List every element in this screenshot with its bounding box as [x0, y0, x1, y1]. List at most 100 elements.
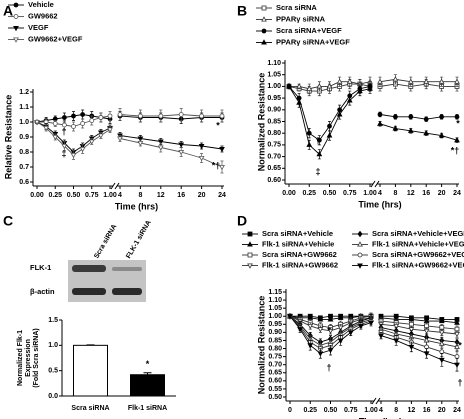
- marker: [438, 78, 445, 84]
- marker: [107, 127, 113, 133]
- bar: [130, 374, 165, 397]
- x-tick-label: 24: [218, 192, 226, 199]
- marker: [392, 125, 399, 131]
- marker: [438, 340, 445, 346]
- marker: [454, 331, 460, 338]
- marker: [423, 129, 430, 136]
- annotation: *†: [212, 160, 221, 170]
- annotation: ‡: [315, 166, 320, 176]
- x-tick-label: 12: [408, 407, 416, 414]
- legend-label: Scra siRNA+VEGF: [276, 26, 342, 35]
- annotation: *: [456, 118, 460, 128]
- marker: [178, 142, 185, 148]
- y-tick-label: 1.0: [19, 119, 29, 126]
- marker: [357, 252, 363, 258]
- y-tick-label: 1.05: [268, 305, 282, 312]
- marker: [71, 113, 76, 119]
- marker: [326, 132, 333, 138]
- marker: [247, 252, 253, 258]
- marker: [306, 130, 312, 136]
- x-tick-label: 0.00: [282, 190, 296, 197]
- series-line: [380, 331, 458, 358]
- legend-label: PPARγ siRNA+VEGF: [276, 37, 350, 46]
- x-tick-label: 16: [422, 190, 430, 197]
- x-axis-label: Time (hrs): [115, 201, 158, 211]
- y-axis-label: Normalized Resistance: [256, 296, 266, 395]
- y-tick-label: 1.2: [19, 89, 29, 96]
- panel-letter: D: [237, 213, 247, 229]
- annotation: *†: [451, 145, 460, 155]
- marker: [393, 338, 400, 344]
- x-tick-label: 0: [288, 407, 292, 414]
- y-tick-label: 0.60: [268, 378, 282, 385]
- marker: [71, 124, 76, 129]
- marker: [454, 319, 460, 325]
- series-line: [380, 327, 458, 343]
- y-axis-label: Expression: [25, 339, 32, 377]
- series-line: [119, 135, 223, 150]
- blot-row-label: β-actin: [30, 287, 55, 296]
- marker: [307, 343, 314, 349]
- marker: [316, 83, 323, 89]
- axis-break: [375, 397, 381, 405]
- marker: [377, 78, 383, 84]
- marker: [408, 327, 415, 333]
- series-line: [381, 315, 457, 320]
- legend-label: Scra siRNA+Vehicle: [262, 229, 333, 238]
- marker: [423, 78, 430, 84]
- marker: [367, 85, 373, 91]
- marker: [439, 114, 445, 120]
- panel-letter: C: [3, 213, 13, 229]
- y-tick-label: 0.75: [267, 142, 281, 149]
- legend-label: Flk-1 siRNA+GW9662+VEGF: [372, 260, 464, 269]
- y-tick-label: 1.05: [267, 72, 281, 79]
- x-tick-label: 1.00: [364, 407, 378, 414]
- marker: [61, 115, 67, 120]
- marker: [13, 2, 19, 8]
- marker: [247, 241, 253, 247]
- x-tick-label: 16: [423, 407, 431, 414]
- marker: [261, 5, 267, 11]
- marker: [337, 325, 344, 331]
- x-tick-label: 1.00: [363, 190, 377, 197]
- marker: [377, 120, 383, 126]
- x-tick-label: 8: [138, 192, 142, 199]
- series-line: [379, 123, 458, 141]
- annotation: *: [327, 325, 331, 335]
- annotation: †: [457, 377, 462, 387]
- y-tick-label: 0.95: [267, 95, 281, 102]
- series-line: [288, 86, 371, 155]
- y-tick-label: 0.90: [267, 107, 281, 114]
- y-tick-label: 0.80: [268, 345, 282, 352]
- y-tick-label: 0.75: [268, 353, 282, 360]
- axis-break: [114, 182, 120, 190]
- marker: [13, 37, 19, 43]
- marker: [137, 113, 143, 119]
- series-line: [379, 78, 457, 83]
- x-tick-label: 0.50: [324, 407, 338, 414]
- marker: [423, 351, 430, 357]
- legend-label: Scra siRNA+GW9662+VEGF: [372, 250, 464, 259]
- x-tick-label: 0.75: [344, 407, 358, 414]
- marker: [408, 114, 414, 120]
- y-tick-label: 1.00: [267, 83, 281, 90]
- y-tick-label: 0.50: [268, 394, 282, 401]
- marker: [392, 76, 399, 82]
- y-tick-label: 1.0: [48, 342, 58, 349]
- x-axis-label: Time (hrs): [359, 416, 402, 419]
- marker: [306, 141, 313, 147]
- marker: [454, 78, 460, 84]
- y-tick-label: 0.8: [19, 149, 29, 156]
- y-tick-label: 0.9: [19, 134, 29, 141]
- marker: [337, 338, 344, 344]
- marker: [247, 263, 253, 269]
- marker: [61, 122, 67, 128]
- marker: [368, 320, 374, 326]
- series-line: [380, 317, 458, 324]
- marker: [346, 78, 353, 84]
- y-tick-label: 0.65: [267, 165, 281, 172]
- panel-letter: B: [237, 3, 247, 19]
- annotation: *: [146, 359, 150, 369]
- marker: [89, 118, 95, 123]
